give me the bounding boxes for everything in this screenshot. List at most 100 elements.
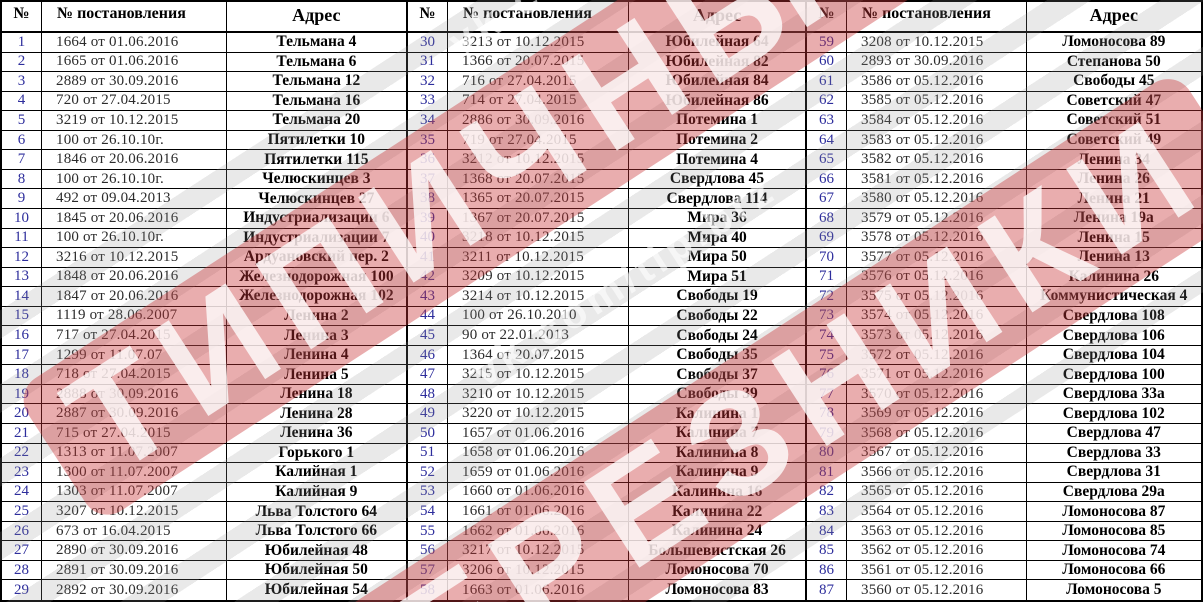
- address-cell: Калинина 7: [629, 424, 805, 444]
- decree-cell: 3586 от 05.12.2016: [847, 72, 1027, 92]
- address-cell: Свободы 35: [629, 346, 805, 366]
- decree-cell: 1661 от 01.06.2016: [448, 502, 630, 522]
- row-number-cell: 42: [408, 267, 448, 288]
- row-number-cell: 60: [807, 52, 847, 73]
- address-cell: Калинина 1: [629, 404, 805, 425]
- decree-cell: 716 от 27.04.2015: [448, 72, 630, 92]
- address-cell: Свободы 19: [629, 287, 805, 307]
- row-number-cell: 24: [2, 482, 42, 503]
- address-cell: Ломоносова 74: [1026, 541, 1201, 561]
- decree-cell: 3216 от 10.12.2015: [42, 248, 227, 268]
- row-number-cell: 33: [408, 91, 448, 112]
- decree-cell: 3569 от 05.12.2016: [847, 404, 1027, 425]
- decree-cell: 673 от 16.04.2015: [42, 521, 227, 542]
- decree-cell: 1845 от 20.06.2016: [42, 208, 227, 229]
- address-cell: Свердлова 102: [1026, 404, 1201, 425]
- decree-cell: 2891 от 30.09.2016: [42, 560, 227, 581]
- row-number-cell: 3: [2, 72, 42, 92]
- decree-cell: 1660 от 01.06.2016: [448, 482, 630, 503]
- address-cell: Юбилейная 48: [226, 541, 406, 561]
- decree-cell: 1662 от 01.06.2016: [448, 521, 630, 542]
- address-cell: Ленина 3: [226, 326, 406, 346]
- row-number-cell: 36: [408, 150, 448, 170]
- address-cell: Свердлова 45: [629, 170, 805, 190]
- decree-cell: 3574 от 05.12.2016: [847, 306, 1027, 327]
- decree-cell: 100 от 26.10.2010: [448, 306, 630, 327]
- decree-cell: 3218 от 10.12.2015: [448, 228, 630, 249]
- address-cell: Свердлова 108: [1026, 307, 1201, 327]
- address-cell: Свердлова 100: [1026, 365, 1201, 385]
- address-cell: Степанова 50: [1026, 53, 1201, 73]
- address-cell: Горького 1: [226, 444, 406, 464]
- row-number-cell: 41: [408, 248, 448, 268]
- row-number-cell: 59: [807, 33, 847, 53]
- decree-cell: 3206 от 10.12.2015: [448, 560, 630, 581]
- column-header-number: №: [807, 2, 847, 33]
- row-number-cell: 18: [2, 365, 42, 385]
- decree-cell: 3568 от 05.12.2016: [847, 424, 1027, 444]
- decree-cell: 1848 от 20.06.2016: [42, 267, 227, 288]
- row-number-cell: 51: [408, 443, 448, 464]
- decree-cell: 3581 от 05.12.2016: [847, 169, 1027, 190]
- address-cell: Юбилейная 64: [629, 33, 805, 53]
- decree-cell: 1303 от 11.07.2007: [42, 482, 227, 503]
- row-number-cell: 13: [2, 267, 42, 288]
- row-number-cell: 4: [2, 91, 42, 112]
- address-cell: Мира 51: [629, 268, 805, 288]
- row-number-cell: 11: [2, 228, 42, 249]
- row-number-cell: 43: [408, 287, 448, 307]
- decree-cell: 1658 от 01.06.2016: [448, 443, 630, 464]
- column-header-address: Адрес: [629, 2, 805, 33]
- address-cell: Ломоносова 5: [1066, 581, 1162, 599]
- decree-cell: 1366 от 20.07.2015: [448, 52, 630, 73]
- decree-cell: 3563 от 05.12.2016: [847, 521, 1027, 542]
- address-cell: Юбилейная 82: [629, 53, 805, 73]
- decree-cell: 1663 от 01.06.2016: [448, 580, 630, 600]
- address-cell: Ленина 13: [1026, 248, 1201, 268]
- row-number-cell: 47: [408, 365, 448, 385]
- decree-cell: 3580 от 05.12.2016: [847, 189, 1027, 209]
- decree-cell: 3576 от 05.12.2016: [847, 267, 1027, 288]
- row-number-cell: 44: [408, 306, 448, 327]
- address-cell: Ломоносова 83: [665, 581, 769, 599]
- decree-cell: 100 от 26.10.10г.: [42, 130, 227, 151]
- address-cell: Пятилетки 115: [226, 150, 406, 170]
- decree-cell: 1365 от 20.07.2015: [448, 189, 630, 209]
- address-cell: Железнодорожная 100: [226, 268, 406, 288]
- row-number-cell: 67: [807, 189, 847, 209]
- row-number-cell: 40: [408, 228, 448, 249]
- address-cell: Ленина 2: [226, 307, 406, 327]
- address-cell: Свободы 22: [629, 307, 805, 327]
- row-number-cell: 84: [807, 521, 847, 542]
- row-number-cell: 7: [2, 150, 42, 170]
- decree-cell: 3579 от 05.12.2016: [847, 208, 1027, 229]
- row-number-cell: 58: [408, 580, 448, 600]
- row-number-cell: 32: [408, 72, 448, 92]
- decree-cell: 3210 от 10.12.2015: [448, 384, 630, 405]
- decree-cell: 3217 от 10.12.2015: [448, 541, 630, 561]
- decree-cell: 3567 от 05.12.2016: [847, 443, 1027, 464]
- row-number-cell: 5: [2, 111, 42, 131]
- address-cell: Тельмана 4: [226, 33, 406, 53]
- address-cell: Юбилейная 86: [629, 92, 805, 112]
- address-cell: Мира 36: [629, 209, 805, 229]
- row-number-cell: 77: [807, 384, 847, 405]
- row-number-cell: 73: [807, 306, 847, 327]
- decree-cell: 1657 от 01.06.2016: [448, 424, 630, 444]
- address-cell: Большевистская 26: [629, 541, 805, 561]
- row-number-cell: 48: [408, 384, 448, 405]
- address-cell: Свердлова 114: [629, 189, 805, 209]
- row-number-cell: 6: [2, 130, 42, 151]
- address-cell: Тельмана 6: [226, 53, 406, 73]
- address-cell: Свердлова 106: [1026, 326, 1201, 346]
- column-header-decree: № постановления: [42, 2, 227, 33]
- row-number-cell: 28: [2, 560, 42, 581]
- row-number-cell: 29: [2, 580, 42, 600]
- row-number-cell: 21: [2, 424, 42, 444]
- address-cell: Ломоносова 85: [1026, 522, 1201, 542]
- address-cell: Свердлова 29а: [1026, 483, 1201, 503]
- decree-cell: 718 от 27.04.2015: [42, 365, 227, 385]
- decree-cell: 3561 от 05.12.2016: [847, 560, 1027, 581]
- row-number-cell: 78: [807, 404, 847, 425]
